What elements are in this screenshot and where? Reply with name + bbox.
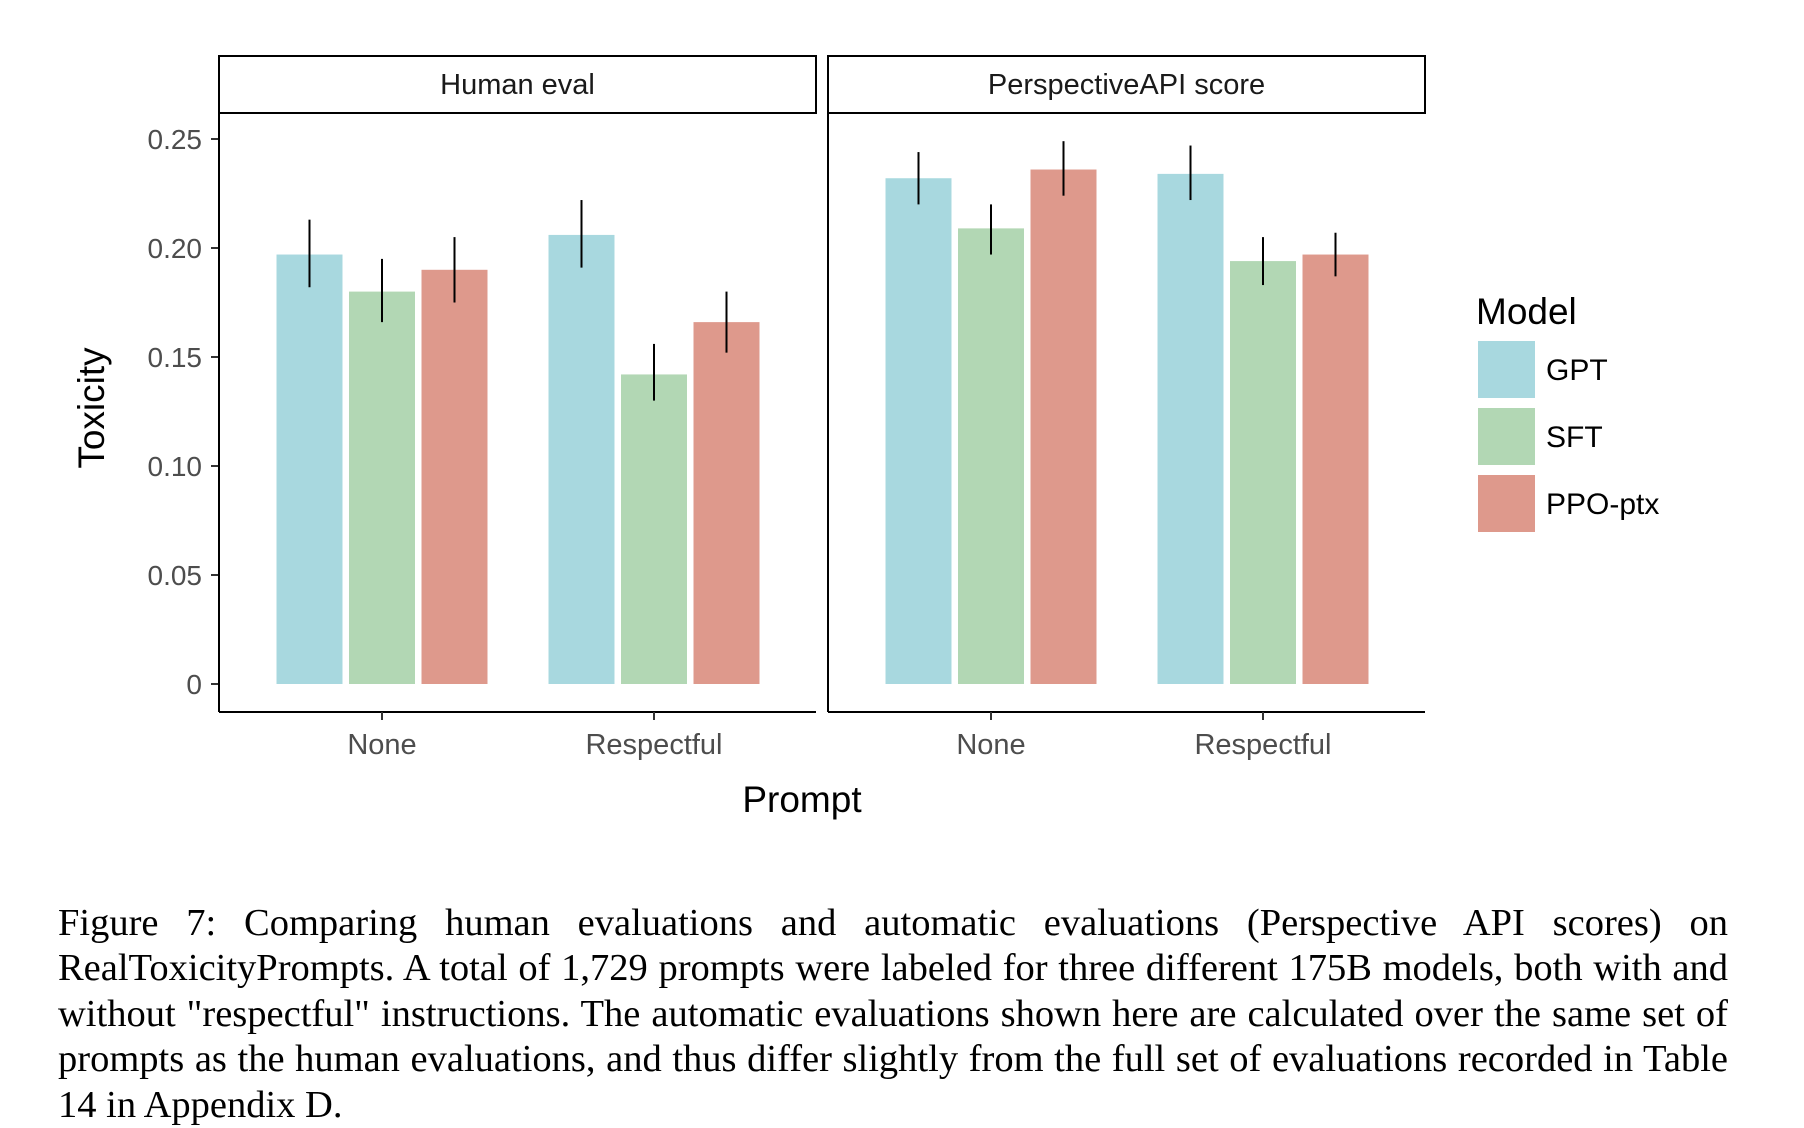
legend-label: SFT bbox=[1546, 421, 1603, 454]
x-axis-title: Prompt bbox=[742, 779, 862, 820]
figure-caption: Figure 7: Comparing human evaluations an… bbox=[58, 901, 1728, 1128]
bar bbox=[1031, 170, 1097, 684]
bar bbox=[1158, 174, 1224, 684]
y-tick-label: 0.20 bbox=[148, 233, 203, 264]
legend-label: GPT bbox=[1546, 354, 1608, 387]
facet-title: Human eval bbox=[440, 69, 595, 101]
bar bbox=[694, 322, 760, 684]
bar bbox=[886, 178, 952, 684]
facet-title: PerspectiveAPI score bbox=[988, 69, 1265, 101]
bar bbox=[422, 270, 488, 684]
legend-swatch bbox=[1478, 341, 1535, 398]
x-tick-label: None bbox=[347, 729, 416, 761]
bar bbox=[1303, 255, 1369, 684]
bar bbox=[277, 255, 343, 684]
bar bbox=[1230, 261, 1296, 684]
y-tick-label: 0.15 bbox=[148, 342, 203, 373]
legend-label: PPO-ptx bbox=[1546, 488, 1659, 521]
y-tick-label: 0.10 bbox=[148, 451, 203, 482]
bar bbox=[549, 235, 615, 684]
toxicity-chart: 0 0.05 0.10 0.15 0.20 0.25 Human eval None Respe… bbox=[0, 0, 1804, 850]
x-tick-label: None bbox=[956, 729, 1025, 761]
legend-swatch bbox=[1478, 475, 1535, 532]
bar bbox=[349, 292, 415, 684]
legend-title: Model bbox=[1476, 291, 1577, 332]
y-axis-title: Toxicity bbox=[71, 347, 112, 469]
y-tick-label: 0.05 bbox=[148, 560, 203, 591]
bar bbox=[958, 228, 1024, 684]
bar bbox=[621, 374, 687, 684]
x-tick-label: Respectful bbox=[1194, 729, 1331, 761]
y-tick-label: 0.25 bbox=[148, 124, 203, 155]
legend-swatch bbox=[1478, 408, 1535, 465]
x-tick-label: Respectful bbox=[585, 729, 722, 761]
y-tick-label: 0 bbox=[186, 669, 202, 700]
